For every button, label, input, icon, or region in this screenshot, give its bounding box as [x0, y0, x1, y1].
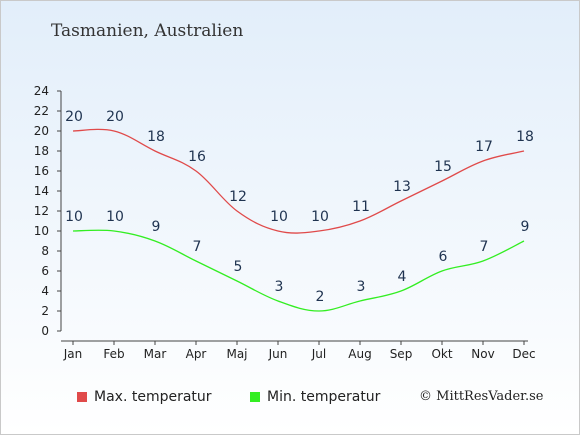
max-data-label: 18	[147, 129, 165, 145]
min-data-label: 6	[439, 249, 448, 265]
min-temp-line	[72, 229, 525, 312]
max-data-label: 18	[516, 129, 534, 145]
y-tick-label: 12	[34, 204, 49, 218]
max-data-label: 10	[270, 209, 288, 225]
min-data-label: 2	[316, 289, 325, 305]
y-tick-label: 4	[41, 284, 49, 298]
max-data-label: 20	[65, 109, 83, 125]
credit-text: © MittResVader.se	[419, 389, 544, 404]
y-tick-label: 18	[34, 144, 49, 158]
y-tick-label: 22	[34, 104, 49, 118]
legend-max: Max. temperatur	[77, 389, 212, 405]
y-tick-label: 2	[41, 304, 49, 318]
y-tick-label: 20	[34, 124, 49, 138]
max-data-label: 15	[434, 159, 452, 175]
y-tick-label: 6	[41, 264, 49, 278]
min-data-label: 7	[193, 239, 202, 255]
min-data-label: 10	[106, 209, 124, 225]
max-data-label: 20	[106, 109, 124, 125]
x-tick-label: Jan	[63, 347, 83, 361]
max-data-label: 12	[229, 189, 247, 205]
min-data-label: 3	[275, 279, 284, 295]
max-data-label: 11	[352, 199, 370, 215]
min-data-label: 7	[480, 239, 489, 255]
max-data-label: 10	[311, 209, 329, 225]
min-data-label: 9	[152, 219, 161, 235]
legend-min-label: Min. temperatur	[267, 389, 381, 405]
y-tick-label: 10	[34, 224, 49, 238]
x-tick-label: Feb	[103, 347, 124, 361]
max-data-label: 13	[393, 179, 411, 195]
max-data-label: 16	[188, 149, 206, 165]
min-data-label: 9	[521, 219, 530, 235]
x-tick-label: Sep	[390, 347, 413, 361]
min-data-label: 5	[234, 259, 243, 275]
max-data-label: 17	[475, 139, 493, 155]
x-tick-label: Aug	[348, 347, 371, 361]
x-tick-label: Jun	[268, 347, 288, 361]
y-tick-label: 24	[34, 84, 49, 98]
min-data-label: 3	[357, 279, 366, 295]
max-temp-line	[72, 128, 525, 234]
min-data-label: 10	[65, 209, 83, 225]
legend-max-label: Max. temperatur	[94, 389, 212, 405]
x-tick-label: Apr	[186, 347, 207, 361]
x-tick-label: Dec	[512, 347, 535, 361]
y-tick-label: 0	[41, 324, 49, 338]
legend-max-swatch	[77, 392, 87, 402]
x-tick-label: Nov	[471, 347, 494, 361]
y-tick-label: 16	[34, 164, 49, 178]
chart-title: Tasmanien, Australien	[51, 21, 244, 41]
y-tick-label: 8	[41, 244, 49, 258]
min-data-label: 4	[398, 269, 407, 285]
x-tick-label: Jul	[311, 347, 326, 361]
y-tick-label: 14	[34, 184, 49, 198]
series-layer: 20 20 18 16 12 10 10 11 13 15 17 18 10 10 9 7 5 3 2 3 4 6 7 9	[65, 109, 534, 312]
legend-min-swatch	[250, 392, 260, 402]
x-tick-label: Okt	[431, 347, 452, 361]
legend-min: Min. temperatur	[250, 389, 380, 405]
x-tick-label: Maj	[226, 347, 247, 361]
x-tick-label: Mar	[144, 347, 167, 361]
